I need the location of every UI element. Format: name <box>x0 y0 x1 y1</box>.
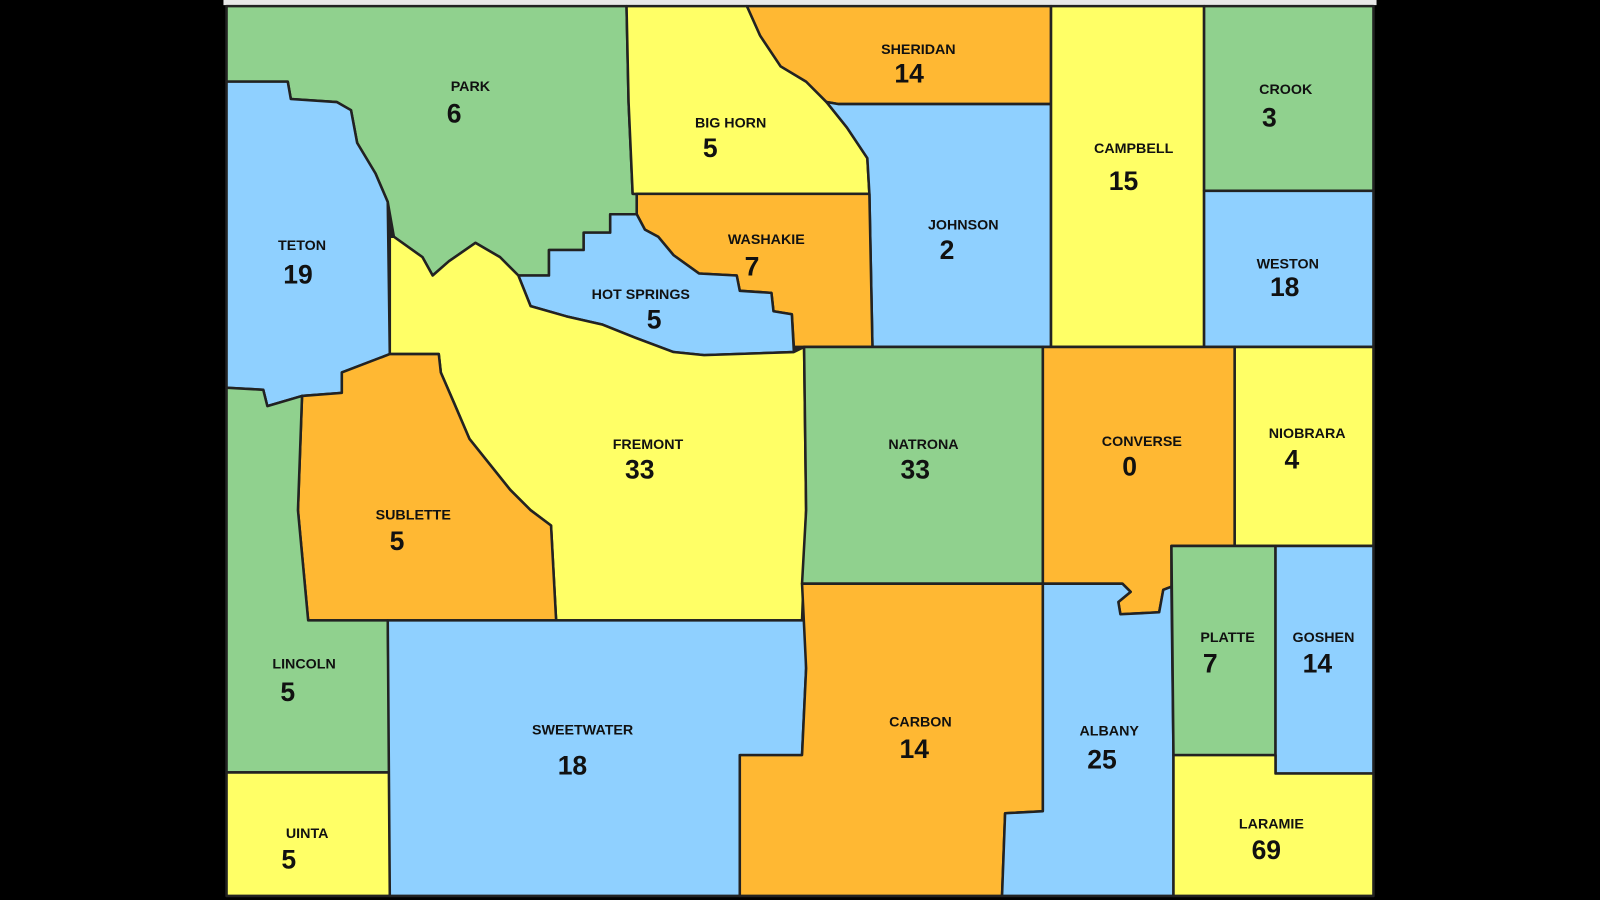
county-name: SHERIDAN <box>881 42 956 58</box>
county-count: 15 <box>1109 166 1139 196</box>
county-name: BIG HORN <box>695 116 766 132</box>
county-sublette[interactable] <box>296 352 558 622</box>
county-albany[interactable] <box>1000 582 1175 898</box>
county-name: GOSHEN <box>1293 630 1355 646</box>
county-name: TETON <box>278 238 326 254</box>
county-name: FREMONT <box>613 437 684 453</box>
county-count: 18 <box>1270 272 1300 302</box>
county-count: 33 <box>625 455 655 485</box>
county-count: 25 <box>1087 744 1117 774</box>
county-name: LINCOLN <box>272 656 335 672</box>
county-count: 5 <box>281 844 296 874</box>
county-name: JOHNSON <box>928 218 999 234</box>
county-count: 4 <box>1284 444 1299 474</box>
county-name: CAMPBELL <box>1094 141 1174 157</box>
county-count: 14 <box>900 734 930 764</box>
county-name: PLATTE <box>1200 630 1254 646</box>
county-count: 5 <box>280 677 295 707</box>
top-border <box>223 0 1377 6</box>
county-name: LARAMIE <box>1239 817 1304 833</box>
county-crook[interactable] <box>1202 4 1375 193</box>
county-count: 14 <box>1303 648 1333 678</box>
county-name: SWEETWATER <box>532 723 634 739</box>
county-count: 14 <box>894 59 924 89</box>
county-niobrara[interactable] <box>1233 345 1375 548</box>
county-name: SUBLETTE <box>376 507 451 523</box>
county-count: 5 <box>703 133 718 163</box>
county-count: 7 <box>745 252 760 282</box>
county-name: WESTON <box>1257 256 1319 272</box>
county-count: 0 <box>1122 452 1137 482</box>
county-count: 6 <box>447 98 462 128</box>
county-name: PARK <box>451 79 491 95</box>
county-name: ALBANY <box>1079 724 1139 740</box>
county-count: 7 <box>1203 648 1218 678</box>
county-platte[interactable] <box>1170 544 1277 757</box>
county-count: 2 <box>940 235 955 265</box>
county-name: CARBON <box>889 715 952 731</box>
county-name: WASHAKIE <box>728 232 805 248</box>
county-name: HOT SPRINGS <box>592 287 690 303</box>
county-count: 69 <box>1252 835 1282 865</box>
county-count: 5 <box>390 526 405 556</box>
county-count: 5 <box>647 305 662 335</box>
county-count: 18 <box>558 750 587 780</box>
county-laramie[interactable] <box>1172 753 1375 898</box>
county-name: NATRONA <box>888 437 958 453</box>
county-name: NIOBRARA <box>1269 426 1346 442</box>
labels: PARK 6 TETON 19 BIG HORN 5 SHERIDAN 14 J… <box>272 42 1354 874</box>
county-name: CROOK <box>1259 82 1313 98</box>
county-name: UINTA <box>286 826 329 842</box>
county-count: 3 <box>1262 103 1277 133</box>
county-name: CONVERSE <box>1102 434 1182 450</box>
county-count: 19 <box>283 260 313 290</box>
county-count: 33 <box>901 455 931 485</box>
